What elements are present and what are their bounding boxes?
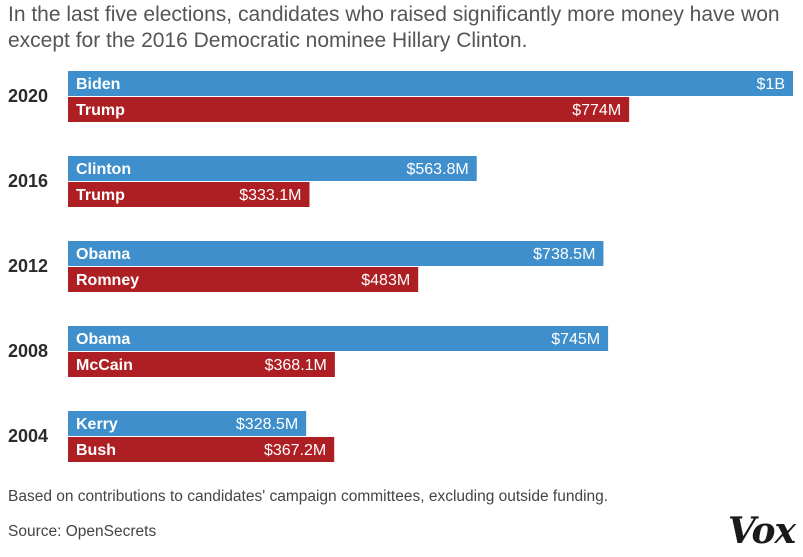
- bar-value-label: $738.5M: [533, 246, 595, 263]
- bar-candidate-label: Bush: [76, 442, 116, 459]
- bar-democrat-2020: [68, 71, 793, 96]
- bar-republican-2016: [68, 182, 310, 207]
- bar-value-label: $774M: [572, 102, 621, 119]
- bar-candidate-label: Romney: [76, 272, 139, 289]
- bar-republican-2012: [68, 267, 419, 292]
- bar-candidate-label: Trump: [76, 187, 125, 204]
- bar-value-label: $333.1M: [239, 187, 301, 204]
- bar-democrat-2012: [68, 241, 604, 266]
- bar-democrat-2004: [68, 411, 307, 436]
- bar-candidate-label: Trump: [76, 102, 125, 119]
- bar-democrat-2008: [68, 326, 609, 351]
- bar-candidate-label: McCain: [76, 357, 133, 374]
- bar-republican-2008: [68, 352, 335, 377]
- bar-democrat-2016: [68, 156, 477, 181]
- chart-note: Based on contributions to candidates' ca…: [8, 488, 609, 505]
- bar-value-label: $563.8M: [406, 161, 468, 178]
- bar-value-label: $483M: [361, 272, 410, 289]
- bar-value-label: $1B: [757, 76, 785, 93]
- bar-value-label: $368.1M: [265, 357, 327, 374]
- vox-logo: Vox: [727, 510, 796, 552]
- year-label: 2012: [8, 256, 48, 276]
- bar-candidate-label: Obama: [76, 246, 130, 263]
- bar-candidate-label: Kerry: [76, 416, 118, 433]
- bar-republican-2004: [68, 437, 335, 462]
- bar-value-label: $367.2M: [264, 442, 326, 459]
- year-label: 2016: [8, 171, 48, 191]
- bar-value-label: $745M: [551, 331, 600, 348]
- bar-candidate-label: Biden: [76, 76, 120, 93]
- bar-chart: 2020 Biden $1B Trump $774M 2016 Clinton $563.8M…: [8, 71, 793, 462]
- bar-candidate-label: Obama: [76, 331, 130, 348]
- bar-value-label: $328.5M: [236, 416, 298, 433]
- bar-republican-2020: [68, 97, 630, 122]
- year-label: 2004: [8, 426, 48, 446]
- chart-source: Source: OpenSecrets: [8, 523, 157, 540]
- year-label: 2020: [8, 86, 48, 106]
- chart-title: In the last five elections, candidates w…: [8, 3, 780, 52]
- bar-candidate-label: Clinton: [76, 161, 131, 178]
- year-label: 2008: [8, 341, 48, 361]
